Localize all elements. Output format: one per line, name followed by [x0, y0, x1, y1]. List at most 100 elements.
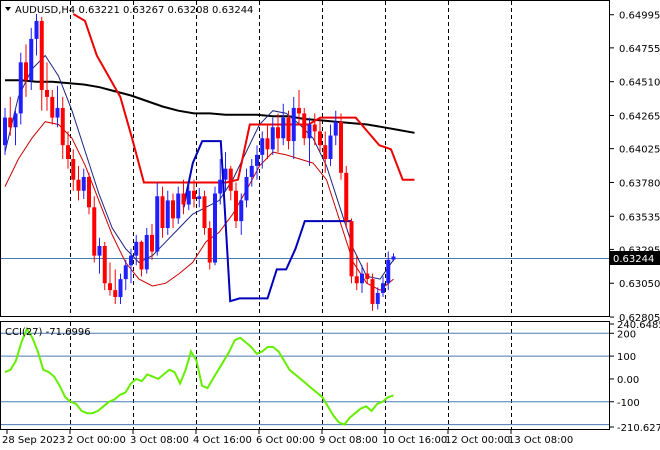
candle-body — [118, 279, 123, 298]
candle — [391, 253, 396, 262]
candle-body — [45, 89, 49, 97]
candle-body — [29, 38, 34, 81]
candle-body — [165, 200, 170, 229]
candle-body — [81, 176, 86, 191]
candle-body — [207, 228, 212, 263]
candle-body — [333, 121, 338, 136]
candle-body — [213, 193, 217, 263]
candle — [165, 190, 170, 235]
price-pane-frame — [0, 0, 610, 317]
candle — [333, 110, 338, 146]
candle-body — [265, 138, 270, 150]
candle-body — [176, 193, 181, 219]
candle-body — [150, 234, 154, 252]
candle — [260, 131, 265, 169]
candle-body — [354, 276, 359, 284]
candle-body — [102, 245, 107, 284]
candle — [108, 262, 112, 296]
navy-moving-average-line — [4, 54, 394, 280]
cci-pane[interactable]: CCI(27) -71.6996 — [0, 321, 610, 430]
price-tick-label: 0.63050 — [619, 279, 660, 290]
time-tick-label: 28 Sep 2023 — [2, 435, 65, 446]
candle — [239, 193, 244, 235]
cci-pane-frame — [0, 321, 610, 430]
candle-body — [171, 200, 175, 219]
candle-body — [144, 234, 149, 270]
candle-body — [328, 135, 333, 159]
candle — [50, 89, 55, 125]
candle-body — [375, 292, 380, 304]
candle — [270, 117, 275, 155]
dropdown-triangle-icon[interactable] — [5, 7, 11, 11]
candle — [307, 117, 312, 166]
candle — [360, 265, 364, 293]
candle-body — [386, 259, 391, 284]
candle-body — [344, 172, 349, 222]
candle — [155, 182, 160, 256]
candle — [34, 14, 39, 56]
candle-body — [360, 273, 364, 284]
candle — [291, 96, 296, 159]
indicator-lines — [4, 13, 415, 303]
candle-body — [129, 255, 133, 266]
red-moving-average-line — [4, 121, 394, 291]
candle-body — [323, 145, 328, 159]
candle — [265, 124, 270, 159]
candle — [234, 182, 238, 229]
symbol-ohlc-label: AUDUSD,H4 0.63221 0.63267 0.63208 0.6324… — [15, 5, 253, 16]
candle-body — [239, 200, 244, 222]
candle — [244, 168, 249, 208]
candle — [66, 131, 70, 169]
candle — [8, 96, 13, 136]
candle-body — [50, 96, 55, 118]
cci-series-line — [4, 326, 394, 426]
time-tick-label: 13 Oct 08:00 — [508, 435, 573, 446]
candle — [339, 113, 343, 180]
candles — [3, 14, 396, 311]
candle — [328, 124, 333, 166]
price-pane[interactable]: AUDUSD,H4 0.63221 0.63267 0.63208 0.6324… — [0, 0, 610, 317]
candle-body — [123, 265, 128, 280]
candle — [249, 159, 254, 187]
candle-body — [228, 168, 233, 191]
candle — [213, 186, 217, 266]
cci-levels — [1, 322, 609, 429]
price-tick-label: 0.63535 — [619, 212, 660, 223]
candle — [29, 27, 34, 90]
time-tick-label: 10 Oct 16:00 — [382, 435, 447, 446]
candle — [13, 110, 18, 146]
candle-body — [381, 283, 385, 293]
candle-body — [60, 107, 65, 146]
candle-body — [202, 196, 207, 229]
red-band-line — [72, 13, 415, 184]
candle — [87, 172, 91, 215]
last-price-tag-text: 0.63244 — [613, 254, 654, 265]
candle — [276, 113, 280, 153]
candle — [81, 168, 86, 200]
cci-tick-label: 200 — [617, 329, 636, 340]
candle — [302, 107, 307, 146]
candle — [39, 16, 44, 111]
candle — [76, 165, 81, 201]
time-tick-label: 4 Oct 16:00 — [193, 435, 252, 446]
candle — [134, 234, 139, 266]
candle-body — [302, 113, 307, 139]
candle-body — [97, 245, 102, 256]
candle-body — [87, 176, 91, 208]
candle-body — [276, 127, 280, 139]
candle-body — [249, 165, 254, 177]
candle — [139, 240, 144, 277]
candle — [228, 165, 233, 201]
candle-body — [244, 176, 249, 201]
candle — [97, 237, 102, 274]
candle-body — [71, 159, 76, 180]
candle — [18, 52, 23, 125]
candle — [255, 145, 259, 180]
candle — [55, 85, 60, 128]
candle-body — [13, 113, 18, 128]
chart-title: AUDUSD,H4 0.63221 0.63267 0.63208 0.6324… — [5, 5, 253, 16]
candle — [160, 186, 165, 238]
